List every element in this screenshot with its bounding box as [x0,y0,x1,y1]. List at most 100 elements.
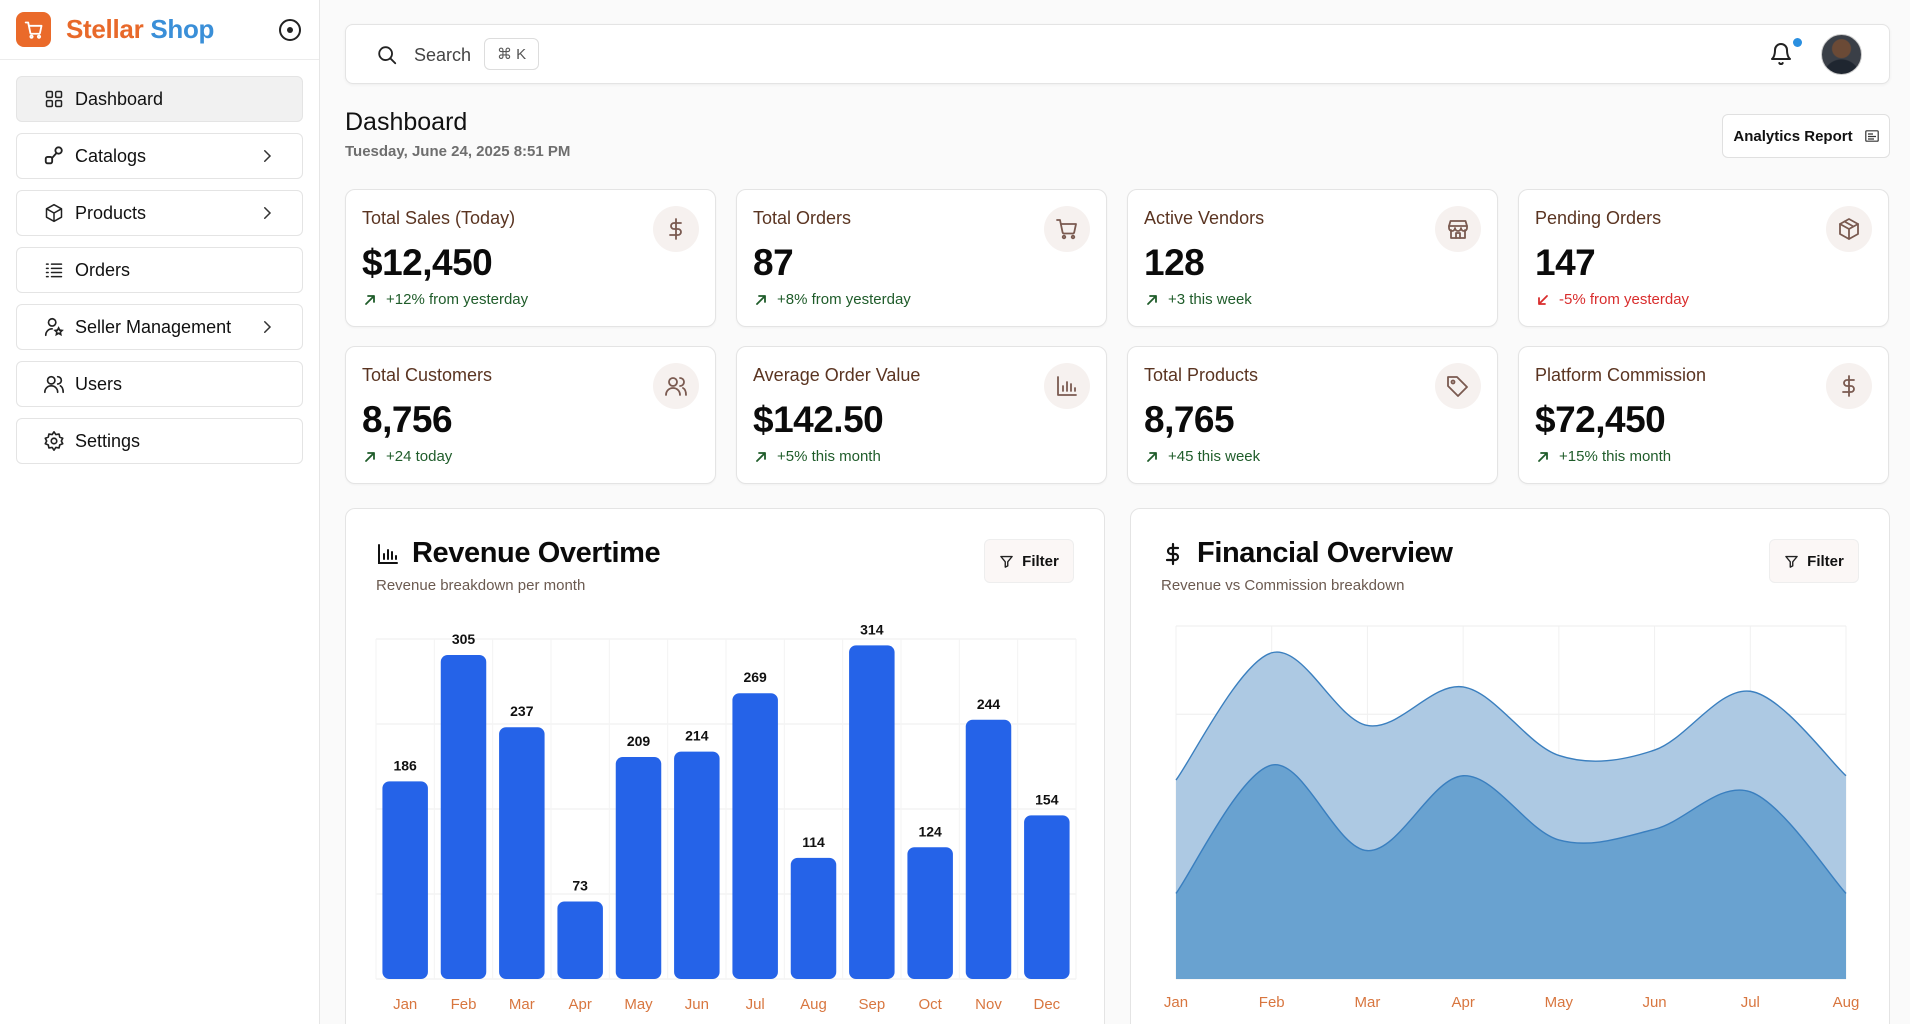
page-date: Tuesday, June 24, 2025 8:51 PM [345,143,571,160]
sidebar-item-catalogs[interactable]: Catalogs [16,133,303,179]
sidebar-item-label: Products [75,202,147,223]
sidebar-item-label: Dashboard [75,88,164,109]
notification-dot [1793,38,1802,47]
analytics-report-button[interactable]: Analytics Report [1722,114,1890,158]
chevron-right-icon [264,207,272,219]
page-title: Dashboard [345,108,468,136]
stat-card-title: Total Orders [753,208,852,228]
bar[interactable] [907,847,953,979]
x-tick-label: Jan [393,996,417,1013]
bar[interactable] [557,901,603,979]
bar[interactable] [615,756,662,979]
bell-icon[interactable] [1769,42,1793,66]
stat-card-value: 8,756 [362,399,453,440]
bar[interactable] [849,645,895,979]
analytics-report-label: Analytics Report [1733,127,1853,145]
x-tick-label: Feb [451,996,477,1013]
sidebar-item-label: Users [75,373,123,394]
revenue-filter-button[interactable]: Filter [984,539,1074,583]
stat-card-value: 8,765 [1144,399,1235,440]
bar[interactable] [965,719,1012,979]
chevron-right-icon [264,321,272,333]
revenue-bar-chart: 186 Jan 305 Feb 237 Mar 73 Apr 209 May 214 Jun 269 Ju… [375,621,1077,1013]
x-tick-label: Nov [975,996,1002,1013]
area-series-line [1175,651,1847,781]
sidebar-item-products[interactable]: Products [16,190,303,236]
data-label: 154 [1035,791,1059,807]
bar[interactable] [499,727,545,979]
x-tick-label: May [1545,994,1574,1011]
stat-card-trend-text: +5% this month [777,448,881,465]
bar[interactable] [732,693,778,979]
sidebar-item-users[interactable]: Users [16,361,303,407]
stat-card-title: Platform Commission [1535,365,1707,385]
financial-area-chart: Jan Feb Mar Apr May Jun Jul Aug [1164,625,1860,1011]
bar[interactable] [790,857,837,979]
x-tick-label: May [624,996,653,1013]
revenue-panel-title: Revenue Overtime [412,537,661,569]
financial-panel-title: Financial Overview [1197,537,1453,569]
stat-card-trend: +15% this month [1535,448,1671,465]
bar[interactable] [1024,815,1070,979]
bar[interactable] [674,751,720,979]
stat-card-trend-text: +3 this week [1168,291,1252,308]
sidebar-nav: Dashboard Catalogs Products Orders Selle… [0,60,319,491]
stat-card-trend: +8% from yesterday [753,291,911,308]
x-tick-label: Aug [800,996,827,1013]
stat-card-title: Active Vendors [1144,208,1265,228]
topbar: Search ⌘ K [345,24,1890,84]
users-icon [43,373,65,395]
stat-card[interactable]: Total Customers 8,756 +24 today [345,346,716,484]
search-icon[interactable] [376,44,398,66]
sidebar-item-label: Orders [75,259,131,280]
search-input[interactable]: Search [414,45,472,65]
data-label: 73 [572,877,588,893]
stat-card-value: $12,450 [362,242,493,283]
stat-card[interactable]: Active Vendors 128 +3 this week [1127,189,1498,327]
x-tick-label: Dec [1033,996,1060,1013]
stat-card-title: Pending Orders [1535,208,1662,228]
stat-card-trend: -5% from yesterday [1535,291,1689,308]
stat-card[interactable]: Pending Orders 147 -5% from yesterday [1518,189,1889,327]
sidebar-item-orders[interactable]: Orders [16,247,303,293]
stat-card[interactable]: Average Order Value $142.50 +5% this month [736,346,1107,484]
sidebar-item-seller-management[interactable]: Seller Management [16,304,303,350]
stat-card-trend: +5% this month [753,448,881,465]
sidebar-item-label: Seller Management [75,316,232,337]
sidebar-toggle-icon[interactable] [279,19,301,41]
x-tick-label: Jul [746,996,765,1013]
sidebar-item-dashboard[interactable]: Dashboard [16,76,303,122]
revenue-panel: Revenue Overtime Revenue breakdown per m… [345,508,1105,1024]
stat-card[interactable]: Total Products 8,765 +45 this week [1127,346,1498,484]
stat-card-trend: +24 today [362,448,452,465]
stat-card-value: 87 [753,242,794,283]
brand-name: Stellar Shop [66,14,214,45]
trend-up-arrow-icon [365,451,375,462]
bar-chart-icon [378,543,398,564]
avatar[interactable] [1821,34,1862,75]
trend-up-arrow-icon [1147,294,1157,305]
sidebar-item-settings[interactable]: Settings [16,418,303,464]
revenue-panel-subtitle: Revenue breakdown per month [376,577,586,594]
trend-up-arrow-icon [756,294,766,305]
stat-card-trend-text: -5% from yesterday [1559,291,1690,308]
data-label: 214 [685,728,709,744]
data-label: 237 [510,703,534,719]
brand[interactable]: Stellar Shop [0,0,319,60]
x-tick-label: Aug [1833,994,1860,1011]
report-icon [1864,130,1879,142]
stat-card[interactable]: Platform Commission $72,450 +15% this mont… [1518,346,1889,484]
stat-card-trend-text: +12% from yesterday [386,291,529,308]
bar[interactable] [382,781,428,979]
box-icon [43,202,65,224]
cart-logo-icon [16,12,51,47]
stat-card[interactable]: Total Orders 87 +8% from yesterday [736,189,1107,327]
search-shortcut-badge: ⌘ K [484,38,540,70]
stat-card-trend-text: +24 today [386,448,453,465]
stat-card[interactable]: Total Sales (Today) $12,450 +12% from yest… [345,189,716,327]
catalog-icon [43,145,65,167]
area-series-fill[interactable] [1176,764,1846,979]
dollar-icon [1826,363,1872,409]
bar[interactable] [440,654,487,979]
financial-filter-button[interactable]: Filter [1769,539,1859,583]
